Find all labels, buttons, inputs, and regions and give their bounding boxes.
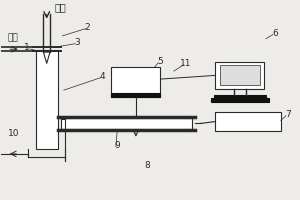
- Bar: [36, 50, 58, 149]
- Text: 3: 3: [74, 38, 80, 47]
- Text: 5: 5: [158, 57, 163, 66]
- Bar: [111, 93, 160, 97]
- Text: 2: 2: [85, 23, 90, 32]
- Text: 载气: 载气: [8, 34, 19, 43]
- Text: 进样: 进样: [54, 2, 66, 12]
- Bar: [211, 98, 269, 102]
- Text: 11: 11: [180, 59, 191, 68]
- Text: 8: 8: [144, 161, 150, 170]
- Bar: [215, 62, 264, 89]
- Bar: [215, 112, 281, 131]
- Text: 1: 1: [24, 43, 29, 52]
- Text: 10: 10: [8, 129, 19, 138]
- Polygon shape: [44, 52, 50, 63]
- Text: 6: 6: [272, 29, 278, 38]
- Text: 9: 9: [114, 141, 120, 150]
- Bar: [111, 67, 160, 97]
- Bar: [214, 95, 266, 98]
- Bar: [61, 118, 192, 129]
- Text: 7: 7: [285, 110, 291, 119]
- Bar: [220, 65, 260, 85]
- Text: 4: 4: [100, 72, 105, 81]
